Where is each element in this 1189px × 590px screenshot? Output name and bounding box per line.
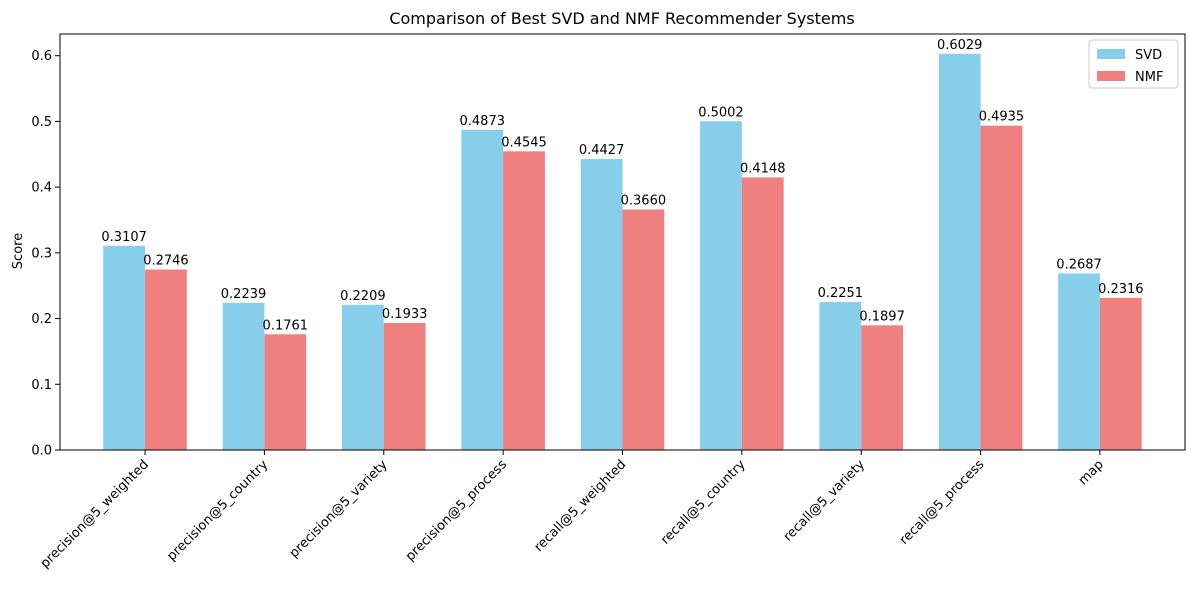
- nmf-value-label: 0.3660: [621, 193, 667, 208]
- y-tick-label: 0.4: [31, 181, 52, 196]
- x-tick-label-precision@5_weighted: precision@5_weighted: [38, 457, 152, 571]
- svd-bar-recall@5_weighted: [580, 159, 623, 450]
- svd-bar-map: [1058, 273, 1100, 450]
- nmf-value-label: 0.4148: [740, 161, 786, 176]
- nmf-value-label: 0.1933: [382, 307, 428, 322]
- plot-area-frame: [59, 33, 1186, 451]
- svd-value-label: 0.2687: [1056, 257, 1102, 272]
- svd-bar-recall@5_variety: [819, 302, 862, 450]
- x-axis-ticks: precision@5_weighted precision@5_country p…: [38, 450, 1107, 571]
- svd-bar-precision@5_process: [461, 129, 504, 450]
- svd-value-label: 0.2239: [221, 287, 267, 302]
- svd-bar-recall@5_process: [938, 53, 981, 450]
- chart-title: Comparison of Best SVD and NMF Recommend…: [389, 9, 854, 28]
- legend-label-svd: SVD: [1135, 48, 1162, 63]
- svd-value-label: 0.2209: [340, 289, 386, 304]
- x-tick-label-precision@5_variety: precision@5_variety: [287, 457, 391, 561]
- y-tick-label: 0.2: [31, 312, 52, 327]
- y-tick-label: 0.0: [31, 444, 52, 459]
- nmf-bar-recall@5_variety: [861, 325, 904, 450]
- nmf-value-label: 0.4545: [501, 135, 547, 150]
- nmf-bar-precision@5_variety: [383, 322, 426, 450]
- svd-value-label: 0.4873: [460, 114, 506, 129]
- svd-bar-precision@5_variety: [342, 304, 384, 450]
- nmf-bar-precision@5_weighted: [145, 269, 187, 450]
- x-tick-label-recall@5_process: recall@5_process: [897, 457, 988, 548]
- legend: SVD NMF: [1088, 39, 1179, 89]
- svd-value-label: 0.3107: [101, 230, 147, 245]
- svd-value-label: 0.4427: [579, 143, 625, 158]
- y-tick-label: 0.3: [31, 246, 52, 261]
- x-tick-label-precision@5_process: precision@5_process: [403, 457, 510, 564]
- svd-bar-precision@5_weighted: [103, 245, 146, 450]
- svd-bar-recall@5_country: [700, 121, 742, 451]
- bars-group: [103, 53, 1142, 451]
- y-tick-label: 0.5: [31, 115, 52, 130]
- svd-value-label: 0.5002: [698, 105, 744, 120]
- svd-value-label: 0.2251: [818, 286, 864, 301]
- svd-value-label: 0.6029: [937, 38, 983, 53]
- nmf-value-label: 0.2746: [143, 254, 189, 269]
- y-tick-label: 0.1: [31, 378, 52, 393]
- y-axis-ticks: 0.0 0.1 0.2 0.3 0.4 0.5 0.6: [31, 49, 60, 459]
- bar-labels-group: 0.3107 0.2239 0.2209 0.4873 0.4427 0.5002 0.22…: [101, 38, 1143, 333]
- nmf-value-label: 0.1761: [263, 318, 309, 333]
- nmf-bar-recall@5_country: [741, 177, 784, 450]
- x-tick-label-recall@5_weighted: recall@5_weighted: [532, 457, 630, 555]
- nmf-value-label: 0.1897: [859, 309, 905, 324]
- nmf-value-label: 0.4935: [979, 110, 1025, 125]
- svd-bar-precision@5_country: [222, 302, 265, 450]
- y-axis-label: Score: [11, 233, 26, 269]
- x-tick-label-recall@5_country: recall@5_country: [658, 457, 749, 548]
- x-tick-label-precision@5_country: precision@5_country: [164, 457, 271, 564]
- nmf-bar-precision@5_process: [503, 151, 545, 450]
- nmf-bar-precision@5_country: [264, 334, 307, 450]
- nmf-bar-recall@5_weighted: [622, 209, 665, 450]
- nmf-bar-recall@5_process: [980, 125, 1023, 451]
- nmf-bar-map: [1099, 297, 1142, 450]
- legend-label-nmf: NMF: [1135, 70, 1163, 85]
- legend-swatch-nmf: [1097, 71, 1125, 81]
- nmf-value-label: 0.2316: [1098, 282, 1144, 297]
- y-tick-label: 0.6: [31, 49, 52, 64]
- x-tick-label-recall@5_variety: recall@5_variety: [781, 457, 869, 545]
- legend-swatch-svd: [1097, 49, 1125, 59]
- x-tick-label-map: map: [1076, 457, 1107, 488]
